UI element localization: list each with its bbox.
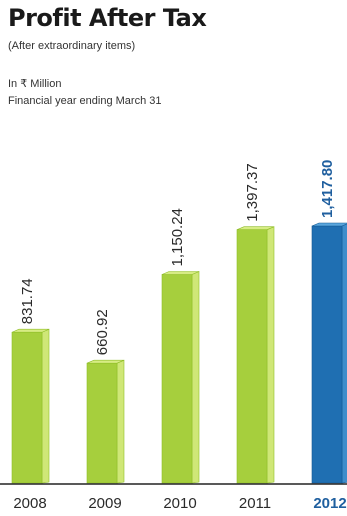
category-label-2012: 2012 bbox=[313, 495, 346, 512]
bar-side-2011 bbox=[266, 226, 275, 484]
bar-top-2009 bbox=[86, 359, 125, 364]
bar-2008 bbox=[11, 328, 50, 484]
bar-side-2009 bbox=[116, 359, 125, 484]
unit-label: In ₹ Million bbox=[8, 78, 62, 90]
category-label-2010: 2010 bbox=[163, 495, 196, 512]
bar-top-2010 bbox=[161, 271, 200, 275]
category-label-2008: 2008 bbox=[13, 495, 46, 512]
bar-face-2012 bbox=[311, 225, 343, 484]
bar-side-2008 bbox=[41, 328, 50, 484]
bar-face-2009 bbox=[86, 362, 118, 484]
value-label-2011: 1,397.37 bbox=[244, 163, 261, 221]
category-label-2011: 2011 bbox=[239, 495, 271, 512]
value-label-2008: 831.74 bbox=[19, 278, 36, 324]
category-label-2009: 2009 bbox=[88, 495, 121, 512]
value-label-2009: 660.92 bbox=[94, 309, 111, 355]
bar-side-2012 bbox=[341, 223, 347, 484]
bar-side-2010 bbox=[191, 271, 200, 484]
bar-2009 bbox=[86, 359, 125, 484]
bar-2011 bbox=[236, 226, 275, 484]
chart-title: Profit After Tax bbox=[8, 4, 207, 32]
bar-2012 bbox=[311, 222, 347, 484]
bar-2010 bbox=[161, 271, 200, 484]
bar-face-2010 bbox=[161, 274, 193, 484]
bar-face-2011 bbox=[236, 229, 268, 484]
bar-top-2008 bbox=[11, 328, 50, 333]
value-label-2012: 1,417.80 bbox=[319, 160, 336, 218]
bar-face-2008 bbox=[11, 331, 43, 484]
bar-top-2012 bbox=[311, 222, 347, 227]
value-label-2010: 1,150.24 bbox=[169, 208, 186, 266]
period-label: Financial year ending March 31 bbox=[8, 95, 162, 107]
bar-top-2011 bbox=[236, 226, 275, 231]
chart-subtitle: (After extraordinary items) bbox=[8, 40, 136, 52]
